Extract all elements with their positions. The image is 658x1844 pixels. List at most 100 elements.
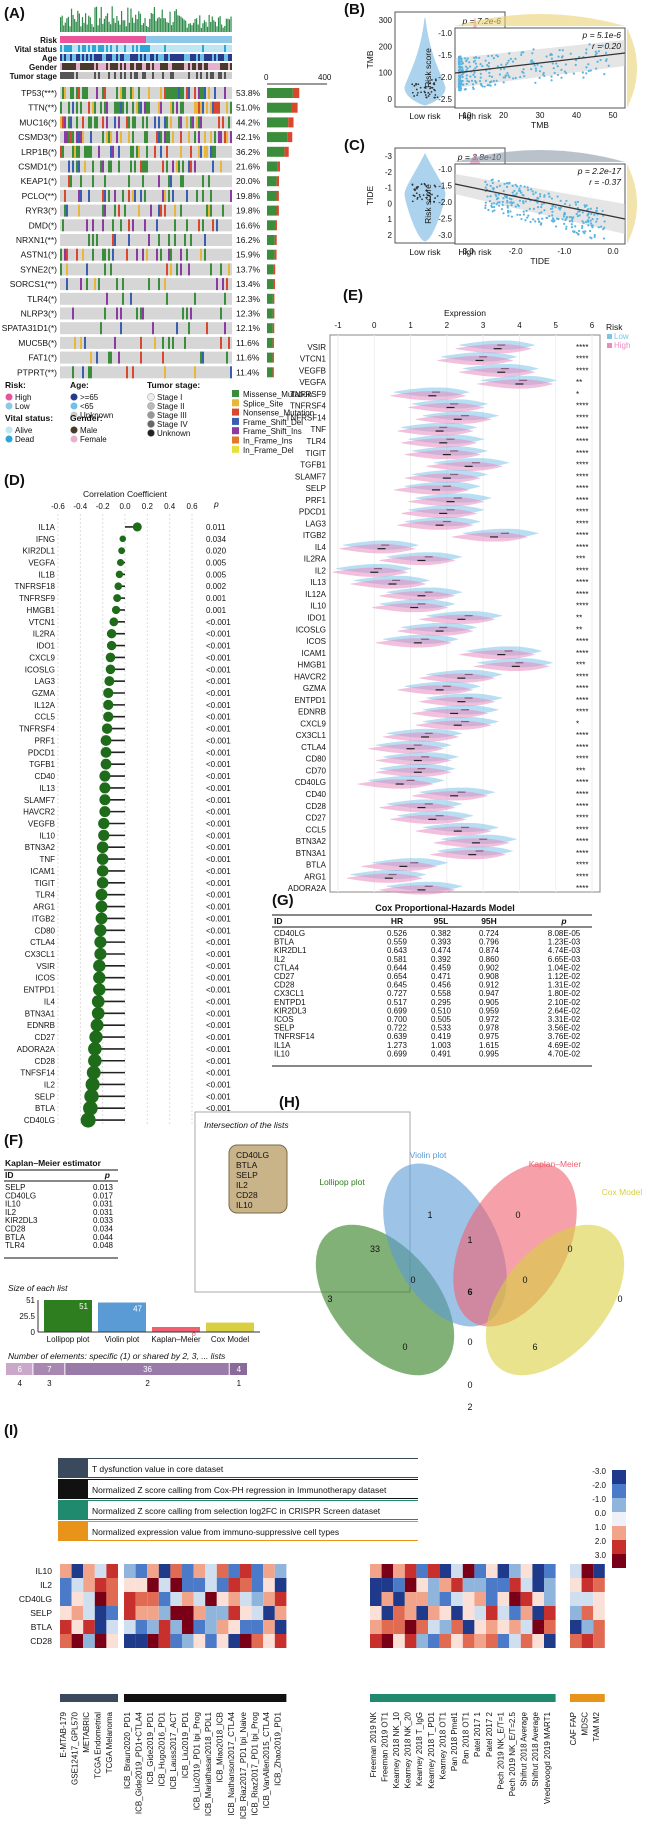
- shared-bar-value: 36: [143, 1365, 152, 1374]
- violin-point: [427, 91, 430, 94]
- heatmap-column-label: Freeman 2019 NK: [369, 1711, 378, 1777]
- mutation-cell: [60, 263, 62, 276]
- track-4: [60, 72, 232, 79]
- lollipop-gene-label: CD40LG: [24, 1116, 55, 1125]
- cox-cell: 0.643: [387, 946, 408, 955]
- shared-bar-category: 4: [17, 1379, 22, 1388]
- mutation-cell: [178, 116, 180, 129]
- scatter-point: [551, 210, 554, 213]
- mutation-cell: [136, 145, 138, 158]
- track-cell: [136, 54, 138, 61]
- scatter-point: [473, 71, 476, 74]
- cox-cell: BTLA: [274, 938, 295, 947]
- scatter-point: [588, 43, 591, 46]
- mutation-cell: [130, 145, 132, 158]
- track-cell: [78, 45, 80, 52]
- heatmap-cell: [216, 1634, 229, 1648]
- scatter-point: [481, 64, 484, 68]
- heatmap-cell: [520, 1620, 533, 1634]
- track-cell: [102, 72, 104, 79]
- violin-point: [430, 78, 433, 81]
- mutation-cell: [198, 219, 200, 232]
- track-cell: [150, 36, 152, 43]
- violin-high: [412, 708, 489, 719]
- lollipop-p-value: <0.001: [206, 796, 231, 805]
- tmb-top-bar: [89, 17, 91, 32]
- track-cell: [152, 36, 154, 43]
- scatter-xtick: 30: [536, 111, 545, 120]
- scatter-point: [561, 49, 564, 52]
- legend-dot: [70, 435, 78, 443]
- tmb-top-bar: [111, 6, 113, 33]
- mutation-cell: [226, 131, 228, 144]
- heatmap-cell: [170, 1578, 182, 1592]
- mutation-cell: [66, 278, 68, 291]
- track-cell: [182, 54, 184, 61]
- mutation-cell: [230, 131, 232, 144]
- venn-region-count: 0: [567, 1244, 572, 1254]
- scatter-point: [580, 226, 584, 230]
- violin-point: [434, 96, 436, 99]
- scatter-point: [493, 202, 496, 205]
- expression-xtick: 6: [590, 321, 595, 330]
- cox-cell: 0.382: [431, 929, 452, 938]
- scatter-point: [530, 59, 533, 63]
- mutation-cell: [76, 87, 78, 99]
- track-cell: [130, 72, 132, 79]
- gene-count-bar: [267, 293, 273, 304]
- heatmap-column-label: Shifrut 2018 Average: [520, 1711, 529, 1786]
- scatter-point: [505, 63, 508, 66]
- mutation-cell: [124, 204, 126, 217]
- track-cell: [88, 36, 90, 43]
- scatter-point: [555, 225, 558, 228]
- track-cell: [60, 54, 62, 61]
- heatmap-cell: [205, 1592, 217, 1606]
- track-cell: [68, 72, 70, 79]
- tmb-top-bar: [63, 25, 65, 32]
- mutation-cell: [194, 160, 196, 173]
- heatmap-cell: [393, 1592, 405, 1606]
- scatter-point: [506, 71, 509, 75]
- scatter-point: [574, 225, 577, 228]
- lollipop-point: [95, 888, 108, 901]
- heatmap-column-label: Vredevoogd 2019 MART1: [543, 1711, 552, 1804]
- mutation-cell: [108, 248, 110, 261]
- legend-age-title: Age:: [70, 380, 89, 390]
- gene-count-bar: [284, 146, 289, 157]
- track-cell: [62, 63, 64, 70]
- mutation-cell: [174, 234, 176, 246]
- track-cell: [224, 54, 226, 61]
- list-size-category: Kaplan–Meier: [151, 1335, 201, 1344]
- lollipop-point: [106, 640, 117, 651]
- mutation-cell: [64, 189, 66, 202]
- mutation-cell: [66, 263, 68, 276]
- heatmap-cell: [182, 1620, 194, 1634]
- heatmap-cell: [124, 1578, 136, 1592]
- expression-significance: *: [576, 390, 579, 399]
- heatmap-cell: [158, 1606, 171, 1620]
- tmb-top-bar: [222, 27, 224, 32]
- heatmap-cell: [428, 1564, 440, 1578]
- track-cell: [100, 36, 102, 43]
- heatmap-group-bar: [370, 1694, 556, 1702]
- heatmap-cell: [147, 1592, 159, 1606]
- heatmap-row-label: BTLA: [31, 1622, 53, 1632]
- track-cell: [114, 72, 116, 79]
- tmb-top-bar: [113, 18, 115, 32]
- violin-point: [424, 91, 426, 94]
- scatter-xtick: -3.0: [460, 247, 474, 256]
- mutation-cell: [102, 219, 104, 232]
- tmb-top-bar: [147, 26, 149, 32]
- violin-high: [379, 802, 456, 813]
- track-cell: [118, 72, 120, 79]
- lollipop-p-value: <0.001: [206, 974, 231, 983]
- lollipop-gene-label: IL10: [39, 831, 55, 840]
- mutation-cell: [200, 351, 202, 364]
- lollipop-gene-label: CD80: [35, 926, 56, 935]
- violin-point: [413, 195, 416, 197]
- scatter-point: [552, 220, 555, 223]
- mutation-cell: [168, 175, 170, 188]
- mutation-cell: [88, 366, 90, 379]
- expression-significance: ****: [576, 496, 588, 505]
- track-cell: [162, 45, 164, 52]
